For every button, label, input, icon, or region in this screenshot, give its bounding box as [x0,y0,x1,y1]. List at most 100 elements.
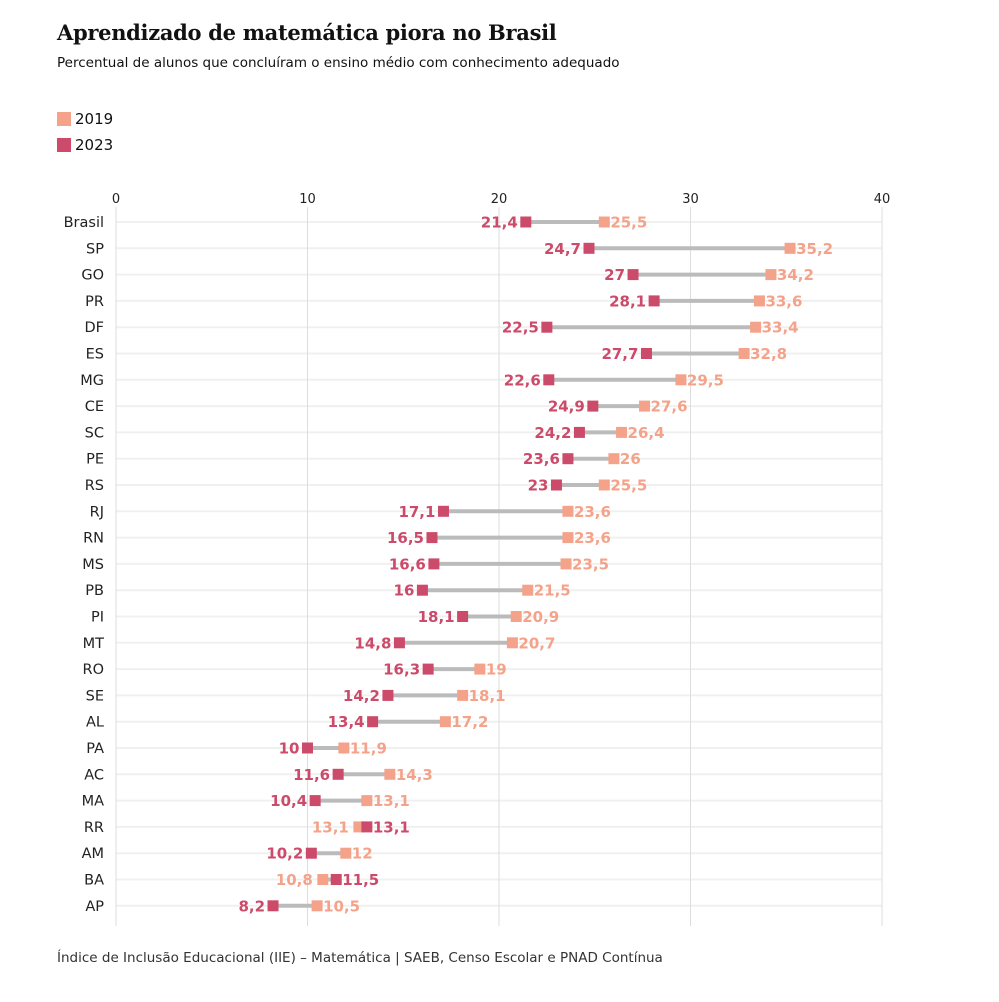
data-label-2023: 24,9 [548,398,585,416]
x-tick-label: 30 [682,192,699,207]
data-label-2019: 14,3 [396,766,433,784]
data-label-2023: 28,1 [609,292,646,310]
marker-2019 [560,558,572,570]
marker-2023 [428,558,440,570]
x-tick-label: 0 [112,192,120,207]
data-label-2019: 29,5 [687,371,724,389]
marker-2019 [439,716,451,728]
data-label-2023: 23,6 [523,450,560,468]
data-label-2023: 8,2 [238,897,265,915]
category-label: AM [82,846,104,862]
marker-2019 [338,742,350,754]
data-label-2019: 23,6 [574,503,611,521]
x-tick-label: 10 [299,192,316,207]
x-tick-label: 40 [874,192,891,207]
marker-2023 [422,663,434,675]
category-label: AL [86,715,104,731]
marker-2023 [437,505,449,517]
marker-2019 [340,847,352,859]
marker-2019 [616,426,628,438]
marker-2023 [583,242,595,254]
chart-title: Aprendizado de matemática piora no Brasi… [57,20,557,45]
marker-2019 [784,242,796,254]
category-label: PR [85,294,104,310]
marker-2019 [522,584,534,596]
legend-label-2023: 2023 [75,136,114,154]
data-label-2023: 10,2 [266,845,303,863]
category-label: SC [85,425,104,441]
data-label-2023: 27,7 [601,345,638,363]
marker-2019 [311,900,323,912]
marker-2023 [305,847,317,859]
marker-2019 [750,321,762,333]
chart-subtitle: Percentual de alunos que concluíram o en… [57,55,620,71]
data-label-2023: 14,8 [354,634,391,652]
marker-2023 [573,426,585,438]
data-label-2019: 20,9 [522,608,559,626]
marker-2019 [457,689,469,701]
marker-2019 [506,637,518,649]
marker-2023 [382,689,394,701]
source-note: Índice de Inclusão Educacional (IIE) – M… [57,950,663,966]
data-label-2019: 27,6 [651,398,688,416]
data-label-2019: 20,7 [518,634,555,652]
legend-swatch-2023 [57,138,71,152]
marker-2023 [361,821,373,833]
marker-2023 [550,479,562,491]
marker-2019 [317,874,329,885]
marker-2019 [675,374,687,386]
category-label: RR [84,820,104,836]
marker-2019 [384,768,396,780]
category-label: CE [85,399,104,415]
category-label: ES [86,347,104,363]
data-label-2019: 10,5 [323,897,360,915]
marker-2019 [474,663,486,675]
data-label-2019: 26,4 [628,424,665,442]
data-label-2019: 32,8 [750,345,787,363]
data-label-2023: 22,5 [502,319,539,337]
data-label-2019: 33,6 [765,292,802,310]
data-label-2019: 12 [352,845,373,863]
marker-2023 [457,611,469,622]
data-label-2019: 35,2 [796,240,833,258]
category-label: RJ [90,504,104,520]
marker-2023 [543,374,555,386]
marker-2019 [753,295,765,307]
data-label-2023: 11,5 [342,871,379,889]
marker-2023 [541,321,553,333]
category-label: BA [84,873,104,889]
marker-2023 [520,216,532,228]
category-label: PA [86,741,104,757]
data-label-2019: 19 [486,661,507,679]
data-label-2023: 11,6 [293,766,330,784]
data-label-2023: 10,4 [270,792,307,810]
x-tick-label: 20 [491,192,508,207]
data-label-2019: 34,2 [777,266,814,284]
data-label-2019: 13,1 [373,792,410,810]
category-label: MG [80,373,104,389]
marker-2023 [309,795,321,807]
category-label: Brasil [64,215,104,231]
data-label-2019: 18,1 [469,687,506,705]
data-label-2019: 33,4 [762,319,799,337]
category-label: RN [83,531,104,547]
data-label-2019: 21,5 [534,582,571,600]
marker-2023 [393,637,405,649]
data-label-2023: 17,1 [398,503,435,521]
data-label-2019: 23,5 [572,555,609,573]
marker-2023 [587,400,599,412]
data-label-2023: 24,7 [544,240,581,258]
marker-2023 [640,348,652,359]
marker-2023 [330,874,342,885]
category-label: DF [84,320,104,336]
data-label-2023: 21,4 [481,214,518,232]
data-label-2019: 11,9 [350,740,387,758]
marker-2019 [639,400,651,412]
marker-2019 [765,269,777,281]
marker-2019 [361,795,373,807]
data-label-2023: 16,5 [387,529,424,547]
data-label-2023: 16 [394,582,415,600]
category-label: MS [82,557,104,573]
marker-2023 [367,716,379,728]
legend-label-2019: 2019 [75,110,114,128]
